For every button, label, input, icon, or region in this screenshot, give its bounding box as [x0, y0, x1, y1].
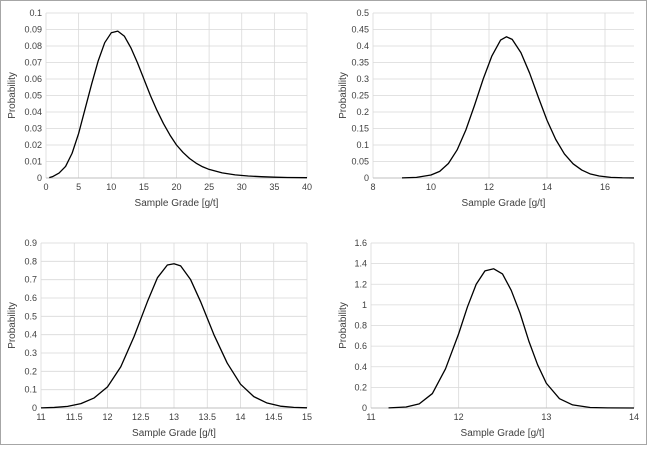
x-axis-title: Sample Grade [g/t]: [462, 198, 546, 209]
series-line: [40, 263, 308, 409]
y-axis-title: Probability: [7, 302, 18, 349]
y-tick-label: 0.8: [354, 321, 367, 331]
y-tick-label: 0.15: [351, 124, 369, 134]
y-tick-label: 1.4: [354, 259, 367, 269]
y-tick-label: 0.7: [24, 275, 37, 285]
x-tick-label: 14: [542, 182, 552, 192]
series-line: [388, 268, 635, 409]
chart-3: 11 11.5 12 12.5 13 13.5 14 14.5 15 0 0.1 0.2 0.3 0.4 0…: [7, 238, 312, 439]
chart-1: 0 5 10 15 20 25 30 35 40 0 0.01 0.02 0.03 0.04 0.05 0.0…: [7, 8, 312, 209]
x-tick-label: 12: [454, 412, 464, 422]
x-tick-label: 13: [541, 412, 551, 422]
y-tick-label: 0.1: [356, 140, 369, 150]
y-tick-label: 0: [362, 403, 367, 413]
y-tick-label: 1: [362, 300, 367, 310]
y-tick-label: 0.05: [351, 157, 369, 167]
x-tick-label: 40: [302, 182, 312, 192]
y-tick-label: 0.8: [24, 256, 37, 266]
y-tick-label: 0: [32, 403, 37, 413]
x-axis-title: Sample Grade [g/t]: [132, 428, 216, 439]
y-tick-label: 0.2: [356, 107, 369, 117]
x-tick-label: 20: [171, 182, 181, 192]
x-tick-label: 10: [106, 182, 116, 192]
x-tick-label: 13: [169, 412, 179, 422]
x-tick-label: 11: [366, 412, 375, 422]
y-tick-label: 0.35: [351, 58, 369, 68]
y-tick-label: 0.5: [356, 8, 369, 18]
y-tick-label: 0.1: [29, 8, 42, 18]
x-tick-label: 14: [629, 412, 639, 422]
x-tick-label: 25: [204, 182, 214, 192]
y-tick-label: 0.4: [24, 330, 37, 340]
x-tick-label: 5: [76, 182, 81, 192]
x-tick-label: 12: [484, 182, 494, 192]
y-axis-title: Probability: [7, 72, 18, 119]
x-tick-label: 15: [139, 182, 149, 192]
y-tick-label: 0.01: [24, 157, 42, 167]
y-tick-label: 0.08: [24, 41, 42, 51]
chart-4: 11 12 13 14 0 0.2 0.4 0.6 0.8 1 1.2 1.4 1.6 Sample Gr…: [338, 238, 639, 439]
y-tick-label: 0.06: [24, 74, 42, 84]
y-tick-label: 0.05: [24, 91, 42, 101]
x-axis-title: Sample Grade [g/t]: [135, 198, 219, 209]
series-line: [49, 30, 308, 179]
y-tick-label: 0.07: [24, 58, 42, 68]
x-tick-label: 30: [237, 182, 247, 192]
y-tick-label: 0.5: [24, 311, 37, 321]
x-tick-label: 13.5: [198, 412, 216, 422]
x-tick-label: 16: [600, 182, 610, 192]
y-tick-label: 0: [364, 173, 369, 183]
x-axis-title: Sample Grade [g/t]: [461, 428, 545, 439]
y-tick-label: 0.6: [354, 341, 367, 351]
series-line: [401, 36, 635, 179]
y-axis-title: Probability: [338, 302, 349, 349]
x-tick-label: 8: [370, 182, 375, 192]
y-tick-label: 0.25: [351, 91, 369, 101]
y-tick-label: 0.2: [24, 366, 37, 376]
y-tick-label: 0: [37, 173, 42, 183]
x-tick-label: 10: [426, 182, 436, 192]
y-tick-label: 0.6: [24, 293, 37, 303]
x-tick-label: 11: [36, 412, 45, 422]
chart-2: 8 10 12 14 16 0 0.05 0.1 0.15 0.2 0.25 0.3 0.35 0.4 0.…: [338, 8, 635, 209]
x-tick-label: 14.5: [265, 412, 283, 422]
y-tick-label: 0.4: [354, 362, 367, 372]
y-tick-label: 0.9: [24, 238, 37, 248]
y-tick-label: 1.6: [354, 238, 367, 248]
y-tick-label: 0.3: [24, 348, 37, 358]
y-tick-label: 0.4: [356, 41, 369, 51]
y-tick-label: 0.3: [356, 74, 369, 84]
y-tick-label: 0.1: [24, 385, 37, 395]
y-tick-label: 0.02: [24, 140, 42, 150]
x-tick-label: 14: [235, 412, 245, 422]
x-tick-label: 12: [102, 412, 112, 422]
y-tick-label: 0.2: [354, 382, 367, 392]
x-tick-label: 11.5: [66, 412, 83, 422]
x-tick-label: 35: [269, 182, 279, 192]
x-tick-label: 12.5: [132, 412, 150, 422]
x-tick-label: 15: [302, 412, 312, 422]
x-tick-label: 0: [43, 182, 48, 192]
y-tick-label: 1.2: [354, 279, 367, 289]
y-axis-title: Probability: [338, 72, 349, 119]
y-tick-label: 0.45: [351, 25, 369, 35]
y-tick-label: 0.03: [24, 124, 42, 134]
y-tick-label: 0.04: [24, 107, 42, 117]
y-tick-label: 0.09: [24, 25, 42, 35]
